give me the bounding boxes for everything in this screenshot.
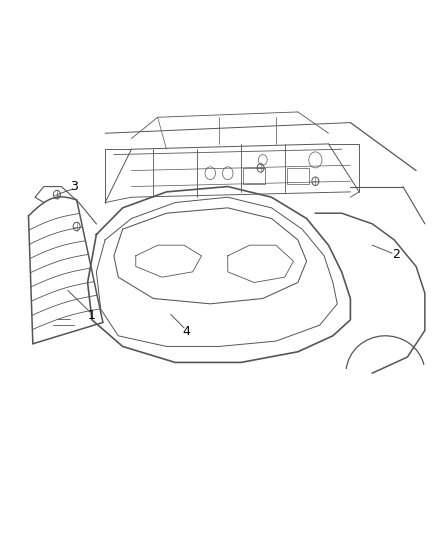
Text: 4: 4 xyxy=(182,325,190,338)
Text: 1: 1 xyxy=(88,309,96,322)
Text: 2: 2 xyxy=(392,248,400,261)
Text: 3: 3 xyxy=(71,180,78,193)
